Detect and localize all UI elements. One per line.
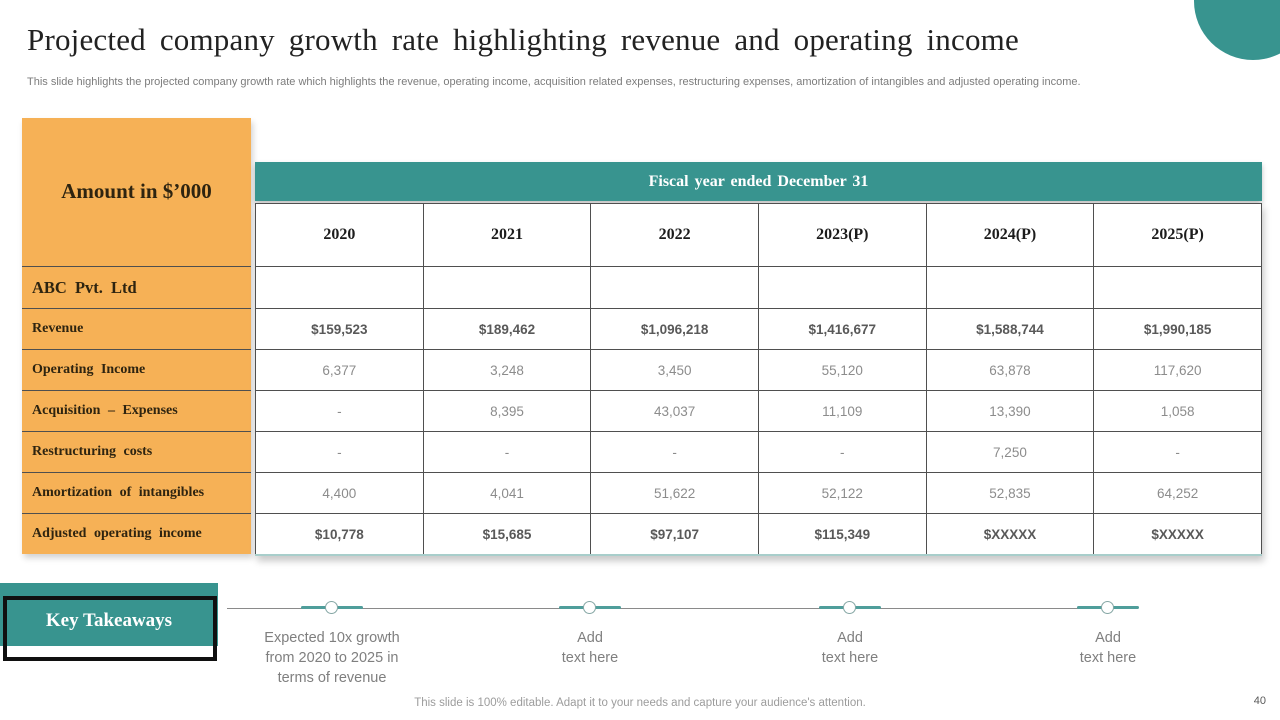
cell-value	[422, 266, 592, 309]
cell-value: 63,878	[925, 349, 1095, 391]
cell-value: 52,835	[925, 472, 1095, 514]
cell-value: 3,248	[422, 349, 592, 391]
table-header-row: 2020 2021 2022 2023(P) 2024(P) 2025(P)	[255, 203, 1262, 267]
col-header-2022: 2022	[590, 203, 759, 267]
milestone-line: Add	[1095, 630, 1121, 646]
footer-note: This slide is 100% editable. Adapt it to…	[414, 697, 866, 709]
milestone-line: Add	[837, 630, 863, 646]
cell-value: $115,349	[757, 513, 927, 556]
row-label-revenue: Revenue	[22, 308, 251, 349]
col-header-2023p: 2023(P)	[757, 203, 927, 267]
cell-value: 4,041	[422, 472, 592, 514]
row-label-acquisition-expenses: Acquisition – Expenses	[22, 390, 251, 431]
cell-value: 13,390	[925, 390, 1095, 432]
cell-value: $15,685	[422, 513, 592, 556]
timeline-marker-icon	[325, 601, 338, 614]
cell-value: -	[590, 431, 759, 473]
table-row: 6,377 3,248 3,450 55,120 63,878 117,620	[255, 349, 1262, 391]
cell-value: $XXXXX	[1093, 513, 1262, 556]
milestone-text-2[interactable]: Add text here	[540, 628, 640, 668]
cell-value: $1,096,218	[590, 308, 759, 350]
cell-value	[925, 266, 1095, 309]
row-label-adjusted-operating-income: Adjusted operating income	[22, 513, 251, 554]
cell-value: $1,588,744	[925, 308, 1095, 350]
cell-value: 7,250	[925, 431, 1095, 473]
cell-value: 55,120	[757, 349, 927, 391]
cell-value: 64,252	[1093, 472, 1262, 514]
timeline-marker-icon	[1101, 601, 1114, 614]
row-label-company: ABC Pvt. Ltd	[22, 266, 251, 308]
table-row: - - - - 7,250 -	[255, 431, 1262, 473]
key-takeaways-banner: Key Takeaways	[0, 583, 218, 646]
cell-value	[255, 266, 424, 309]
cell-value: -	[255, 390, 424, 432]
cell-value: $1,990,185	[1093, 308, 1262, 350]
cell-value: 6,377	[255, 349, 424, 391]
milestone-line: text here	[1079, 650, 1137, 666]
table-row	[255, 266, 1262, 309]
milestone-line: terms of revenue	[277, 670, 387, 686]
cell-value	[757, 266, 927, 309]
cell-value: 11,109	[757, 390, 927, 432]
table-label-column: Amount in $’000 ABC Pvt. Ltd Revenue Ope…	[22, 118, 251, 554]
cell-value: 51,622	[590, 472, 759, 514]
cell-value: $10,778	[255, 513, 424, 556]
cell-value: 3,450	[590, 349, 759, 391]
milestone-text-3[interactable]: Add text here	[800, 628, 900, 668]
col-header-2020: 2020	[255, 203, 424, 267]
cell-value: 43,037	[590, 390, 759, 432]
cell-value: -	[1093, 431, 1262, 473]
milestone-line: Add	[577, 630, 603, 646]
milestone-text-1: Expected 10x growth from 2020 to 2025 in…	[242, 628, 422, 688]
cell-value: 8,395	[422, 390, 592, 432]
fiscal-year-band: Fiscal year ended December 31	[255, 162, 1262, 201]
cell-value: $XXXXX	[925, 513, 1095, 556]
milestone-line: text here	[821, 650, 879, 666]
key-takeaways-label: Key Takeaways	[45, 609, 173, 631]
table-row: $159,523 $189,462 $1,096,218 $1,416,677 …	[255, 308, 1262, 350]
milestone-text-4[interactable]: Add text here	[1058, 628, 1158, 668]
milestone-line: text here	[561, 650, 619, 666]
corner-decoration-circle	[1194, 0, 1280, 60]
data-table: 2020 2021 2022 2023(P) 2024(P) 2025(P) $…	[255, 203, 1262, 556]
cell-value: -	[422, 431, 592, 473]
table-row: $10,778 $15,685 $97,107 $115,349 $XXXXX …	[255, 513, 1262, 556]
cell-value: 52,122	[757, 472, 927, 514]
col-header-2024p: 2024(P)	[925, 203, 1095, 267]
cell-value: -	[255, 431, 424, 473]
cell-value: $97,107	[590, 513, 759, 556]
row-label-restructuring-costs: Restructuring costs	[22, 431, 251, 472]
cell-value: -	[757, 431, 927, 473]
cell-value: $189,462	[422, 308, 592, 350]
timeline-marker-icon	[843, 601, 856, 614]
cell-value: $1,416,677	[757, 308, 927, 350]
cell-value: 4,400	[255, 472, 424, 514]
col-header-2021: 2021	[422, 203, 592, 267]
col-header-2025p: 2025(P)	[1093, 203, 1262, 267]
cell-value	[590, 266, 759, 309]
table-row: - 8,395 43,037 11,109 13,390 1,058	[255, 390, 1262, 432]
cell-value: $159,523	[255, 308, 424, 350]
milestone-line: Expected 10x growth	[264, 630, 400, 646]
cell-value: 1,058	[1093, 390, 1262, 432]
table-row: 4,400 4,041 51,622 52,122 52,835 64,252	[255, 472, 1262, 514]
timeline-line	[227, 608, 1138, 609]
row-label-amortization: Amortization of intangibles	[22, 472, 251, 513]
page-subtitle: This slide highlights the projected comp…	[27, 76, 1081, 88]
key-takeaways-outline	[3, 596, 217, 661]
milestone-line: from 2020 to 2025 in	[265, 650, 399, 666]
row-label-operating-income: Operating Income	[22, 349, 251, 390]
timeline-marker-icon	[583, 601, 596, 614]
cell-value	[1093, 266, 1262, 309]
table-corner-header: Amount in $’000	[61, 179, 212, 204]
page-title: Projected company growth rate highlighti…	[27, 22, 1019, 57]
cell-value: 117,620	[1093, 349, 1262, 391]
page-number: 40	[1253, 695, 1266, 707]
